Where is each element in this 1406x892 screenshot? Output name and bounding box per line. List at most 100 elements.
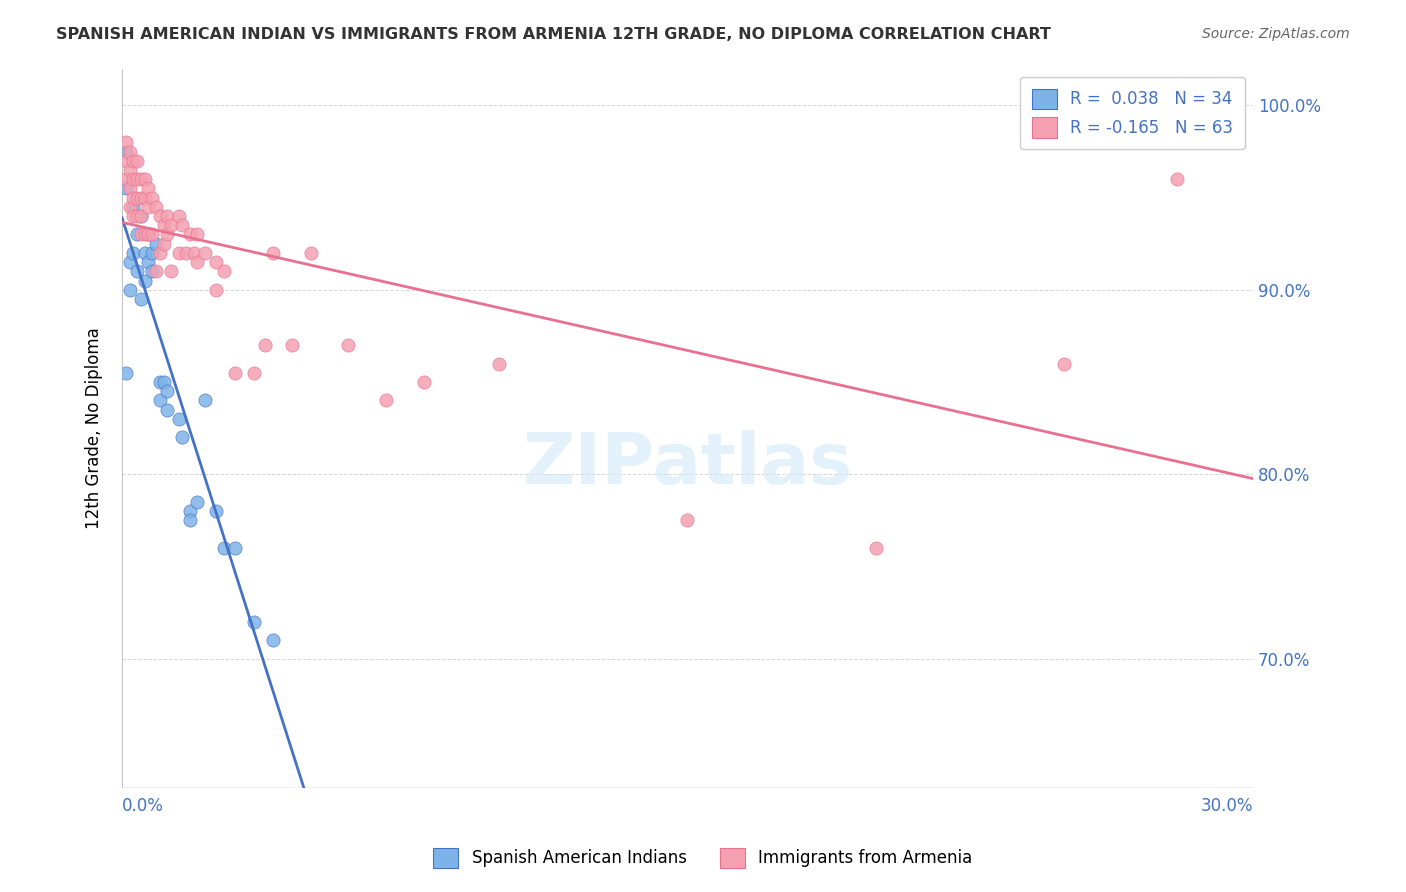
Point — [122, 191, 145, 205]
Point — [141, 264, 163, 278]
Point — [337, 338, 360, 352]
Point — [194, 246, 217, 260]
Point — [141, 191, 163, 205]
Point — [179, 504, 201, 518]
Point — [167, 246, 190, 260]
Point — [152, 219, 174, 233]
Point — [114, 145, 136, 159]
Point — [122, 246, 145, 260]
Point — [118, 145, 141, 159]
Point — [412, 375, 434, 389]
Point — [129, 209, 152, 223]
Point — [174, 246, 197, 260]
Point — [156, 384, 179, 399]
Point — [224, 366, 246, 380]
Point — [299, 246, 322, 260]
Point — [152, 236, 174, 251]
Point — [262, 246, 284, 260]
Point — [127, 264, 149, 278]
Point — [167, 412, 190, 426]
Point — [243, 615, 266, 629]
Point — [134, 246, 156, 260]
Point — [156, 209, 179, 223]
Point — [134, 274, 156, 288]
Point — [118, 255, 141, 269]
Point — [129, 209, 152, 223]
Point — [127, 209, 149, 223]
Point — [145, 236, 167, 251]
Point — [160, 219, 183, 233]
Point — [254, 338, 277, 352]
Point — [488, 357, 510, 371]
Point — [676, 513, 699, 527]
Point — [172, 219, 194, 233]
Point — [141, 246, 163, 260]
Point — [179, 513, 201, 527]
Point — [149, 209, 172, 223]
Legend: R =  0.038   N = 34, R = -0.165   N = 63: R = 0.038 N = 34, R = -0.165 N = 63 — [1019, 77, 1244, 149]
Point — [1166, 172, 1188, 186]
Point — [205, 504, 228, 518]
Point — [167, 209, 190, 223]
Point — [243, 366, 266, 380]
Point — [114, 172, 136, 186]
Point — [118, 283, 141, 297]
Point — [134, 172, 156, 186]
Point — [129, 191, 152, 205]
Point — [138, 227, 160, 242]
Point — [127, 153, 149, 168]
Point — [212, 264, 235, 278]
Point — [179, 227, 201, 242]
Point — [374, 393, 396, 408]
Point — [152, 375, 174, 389]
Text: 30.0%: 30.0% — [1201, 797, 1253, 815]
Y-axis label: 12th Grade, No Diploma: 12th Grade, No Diploma — [86, 327, 103, 529]
Point — [118, 181, 141, 195]
Point — [129, 172, 152, 186]
Point — [138, 227, 160, 242]
Point — [205, 255, 228, 269]
Point — [114, 181, 136, 195]
Point — [172, 430, 194, 444]
Text: SPANISH AMERICAN INDIAN VS IMMIGRANTS FROM ARMENIA 12TH GRADE, NO DIPLOMA CORREL: SPANISH AMERICAN INDIAN VS IMMIGRANTS FR… — [56, 27, 1052, 42]
Point — [118, 200, 141, 214]
Text: Source: ZipAtlas.com: Source: ZipAtlas.com — [1202, 27, 1350, 41]
Point — [122, 172, 145, 186]
Point — [122, 209, 145, 223]
Point — [145, 264, 167, 278]
Point — [138, 200, 160, 214]
Point — [262, 633, 284, 648]
Point — [186, 255, 208, 269]
Point — [114, 366, 136, 380]
Point — [194, 393, 217, 408]
Point — [127, 191, 149, 205]
Point — [149, 393, 172, 408]
Point — [156, 402, 179, 417]
Point — [160, 264, 183, 278]
Point — [122, 153, 145, 168]
Point — [141, 227, 163, 242]
Point — [134, 191, 156, 205]
Point — [122, 200, 145, 214]
Point — [138, 181, 160, 195]
Point — [1053, 357, 1076, 371]
Point — [138, 255, 160, 269]
Point — [186, 495, 208, 509]
Point — [129, 227, 152, 242]
Point — [114, 136, 136, 150]
Point — [129, 292, 152, 306]
Point — [183, 246, 205, 260]
Point — [149, 375, 172, 389]
Point — [280, 338, 302, 352]
Point — [156, 227, 179, 242]
Point — [205, 283, 228, 297]
Point — [127, 227, 149, 242]
Point — [134, 227, 156, 242]
Point — [118, 163, 141, 178]
Point — [212, 541, 235, 555]
Point — [149, 246, 172, 260]
Point — [186, 227, 208, 242]
Point — [114, 153, 136, 168]
Point — [224, 541, 246, 555]
Point — [145, 200, 167, 214]
